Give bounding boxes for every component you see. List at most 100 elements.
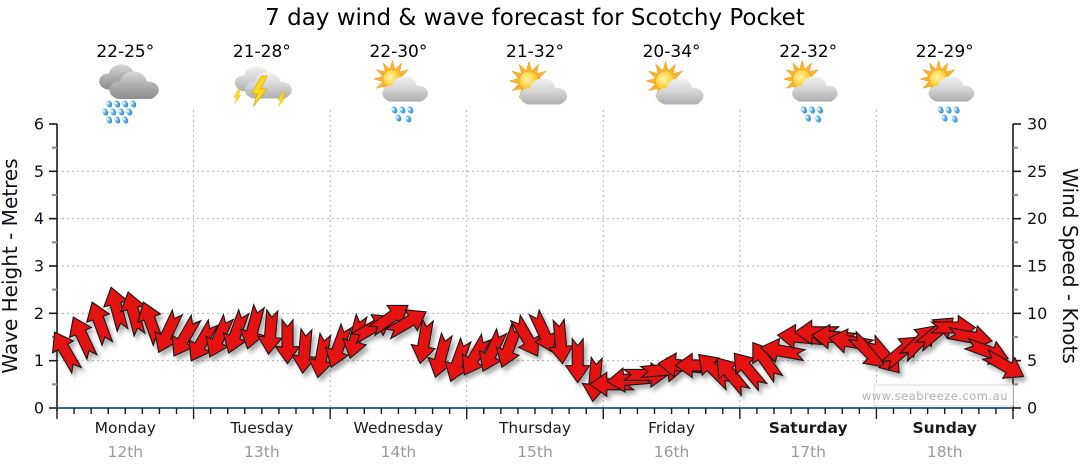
wind-direction-arrow [509, 313, 541, 357]
cloud-shape [928, 76, 975, 102]
watermark-text: www.seabreeze.com.au [862, 389, 1008, 403]
raindrop [815, 115, 822, 123]
day-temperature: 20-34° [643, 42, 701, 62]
wind-direction-arrow [342, 312, 368, 360]
left-axis-tick-label: 3 [34, 257, 44, 276]
day-date-label: 14th [381, 443, 417, 461]
right-axis-tick-label: 20 [1027, 209, 1047, 228]
cloud-shape [792, 76, 838, 102]
raindrop [945, 106, 952, 114]
raindrop [407, 106, 414, 114]
right-axis-tick-label: 25 [1027, 162, 1047, 181]
raindrop [106, 100, 113, 108]
sun-cloud-rain-icon [782, 59, 838, 123]
day-temperature: 22-30° [369, 42, 427, 62]
wind-direction-arrow [495, 322, 524, 369]
raindrop [114, 116, 121, 124]
raindrop [937, 106, 944, 114]
raindrop [809, 106, 816, 114]
raindrop [405, 115, 412, 123]
sun-cloud-icon [645, 60, 704, 105]
day-temperature: 21-28° [233, 42, 291, 62]
wind-direction-arrow [564, 337, 591, 384]
day-date-label: 15th [517, 443, 553, 461]
wind-arrow-band [51, 286, 1025, 403]
raindrop [805, 114, 812, 122]
day-name-label: Monday [95, 419, 156, 437]
day-date-label: 16th [654, 443, 690, 461]
day-name-label: Sunday [913, 419, 977, 437]
cloud-shape [109, 71, 159, 99]
raindrop [102, 108, 109, 116]
day-date-label: 13th [244, 443, 280, 461]
day-date-label: 18th [927, 443, 963, 461]
left-axis-tick-label: 1 [34, 351, 44, 370]
wind-direction-arrow [222, 308, 251, 354]
raindrop [953, 106, 960, 114]
lightning-bolt [251, 75, 268, 107]
wind-direction-arrow [51, 331, 83, 375]
day-temperature: 21-32° [506, 42, 564, 62]
lightning-bolt [233, 88, 242, 104]
raindrop [391, 106, 398, 114]
rain-icon [99, 64, 159, 124]
right-axis-tick-label: 15 [1027, 257, 1047, 276]
right-axis-tick-label: 10 [1027, 304, 1047, 323]
day-name-label: Saturday [769, 419, 848, 437]
raindrop [122, 116, 129, 124]
raindrop [395, 114, 402, 122]
wind-direction-arrow [274, 318, 301, 365]
right-axis-tick-label: 30 [1027, 115, 1047, 134]
wind-direction-arrow [759, 337, 807, 364]
left-axis-tick-label: 5 [34, 162, 44, 181]
wind-direction-arrow [410, 317, 437, 365]
wind-direction-arrow [85, 301, 114, 348]
left-axis-tick-label: 2 [34, 304, 44, 323]
right-axis-title: Wind Speed - Knots [1058, 168, 1080, 364]
cloud-shape [382, 76, 428, 102]
storm-icon [233, 66, 292, 107]
day-name-label: Friday [648, 419, 695, 437]
day-temperature: 22-29° [916, 42, 974, 62]
cloud-shape [519, 78, 567, 105]
wind-direction-arrow [547, 317, 574, 365]
day-date-label: 17th [790, 443, 826, 461]
wind-direction-arrow [257, 308, 284, 356]
left-axis-title: Wave Height - Metres [0, 158, 22, 373]
wind-direction-arrow [68, 316, 99, 361]
day-temperature: 22-32° [779, 42, 837, 62]
left-axis-tick-label: 6 [34, 115, 44, 134]
wind-direction-arrow [188, 318, 220, 362]
day-date-label: 12th [107, 443, 143, 461]
raindrop [817, 106, 824, 114]
sun-cloud-rain-icon [919, 59, 975, 123]
raindrop [130, 100, 137, 108]
right-axis-tick-label: 0 [1027, 399, 1037, 418]
lightning-bolt [277, 91, 286, 107]
raindrop [951, 115, 958, 123]
raindrop [118, 108, 125, 116]
day-name-label: Thursday [498, 419, 571, 437]
day-temperature: 22-25° [96, 42, 154, 62]
wind-direction-arrow [383, 309, 427, 340]
raindrop [801, 106, 808, 114]
raindrop [941, 114, 948, 122]
left-axis-tick-label: 4 [34, 209, 44, 228]
raindrop [399, 106, 406, 114]
watermark-box [873, 384, 1014, 407]
sun-cloud-icon [508, 60, 567, 105]
wind-direction-arrow [324, 322, 353, 369]
wind-direction-arrow [981, 348, 1025, 379]
page-title: 7 day wind & wave forecast for Scotchy P… [265, 5, 805, 31]
raindrop [110, 108, 117, 116]
wind-direction-arrow [461, 332, 493, 376]
day-name-label: Wednesday [354, 419, 444, 437]
raindrop [126, 108, 133, 116]
raindrop [114, 100, 121, 108]
sun-cloud-rain-icon [373, 59, 428, 123]
right-axis-tick-label: 5 [1027, 351, 1037, 370]
left-axis-tick-label: 0 [34, 399, 44, 418]
day-name-label: Tuesday [229, 419, 293, 437]
